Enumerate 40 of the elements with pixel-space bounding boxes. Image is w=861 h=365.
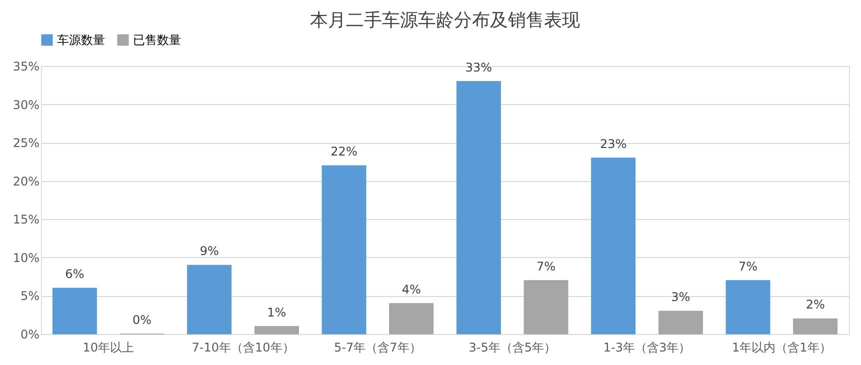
y-tick-label: 5% <box>20 289 40 304</box>
bar <box>726 280 770 334</box>
data-label: 6% <box>65 267 84 282</box>
x-tick-label: 1年以内（含1年） <box>732 340 832 354</box>
data-label: 2% <box>806 298 825 312</box>
bar <box>591 158 636 334</box>
legend-label: 车源数量 <box>57 33 105 47</box>
x-tick-label: 7-10年（含10年） <box>192 340 294 354</box>
x-tick-label: 1-3年（含3年） <box>603 340 691 354</box>
chart-title: 本月二手车源车龄分布及销售表现 <box>310 10 580 31</box>
y-tick-label: 35% <box>12 60 40 74</box>
legend-label: 已售数量 <box>133 33 181 47</box>
x-tick-label: 3-5年（含5年） <box>468 340 556 354</box>
y-tick-label: 10% <box>12 250 40 265</box>
bar <box>793 318 838 334</box>
bar <box>524 280 568 334</box>
y-tick-label: 25% <box>12 136 40 150</box>
data-label: 7% <box>738 259 758 274</box>
data-label: 23% <box>600 136 627 151</box>
x-tick-label: 10年以上 <box>82 340 134 354</box>
y-tick-label: 30% <box>12 98 40 112</box>
bar <box>389 303 434 334</box>
data-label: 0% <box>132 313 152 327</box>
bar <box>658 310 703 334</box>
bar <box>456 81 501 334</box>
y-tick-label: 0% <box>20 328 40 342</box>
bar <box>322 165 366 334</box>
data-label: 9% <box>200 244 219 258</box>
bar <box>254 326 299 334</box>
data-label: 22% <box>330 144 358 159</box>
data-label: 33% <box>465 60 492 74</box>
x-tick-label: 5-7年（含7年） <box>334 340 422 354</box>
data-label: 3% <box>671 290 690 304</box>
y-tick-label: 15% <box>12 212 40 227</box>
bar <box>52 288 97 334</box>
y-tick-label: 20% <box>12 174 40 188</box>
bar <box>187 264 232 334</box>
data-label: 1% <box>267 305 286 320</box>
data-label: 4% <box>402 282 421 296</box>
data-label: 7% <box>536 259 556 274</box>
